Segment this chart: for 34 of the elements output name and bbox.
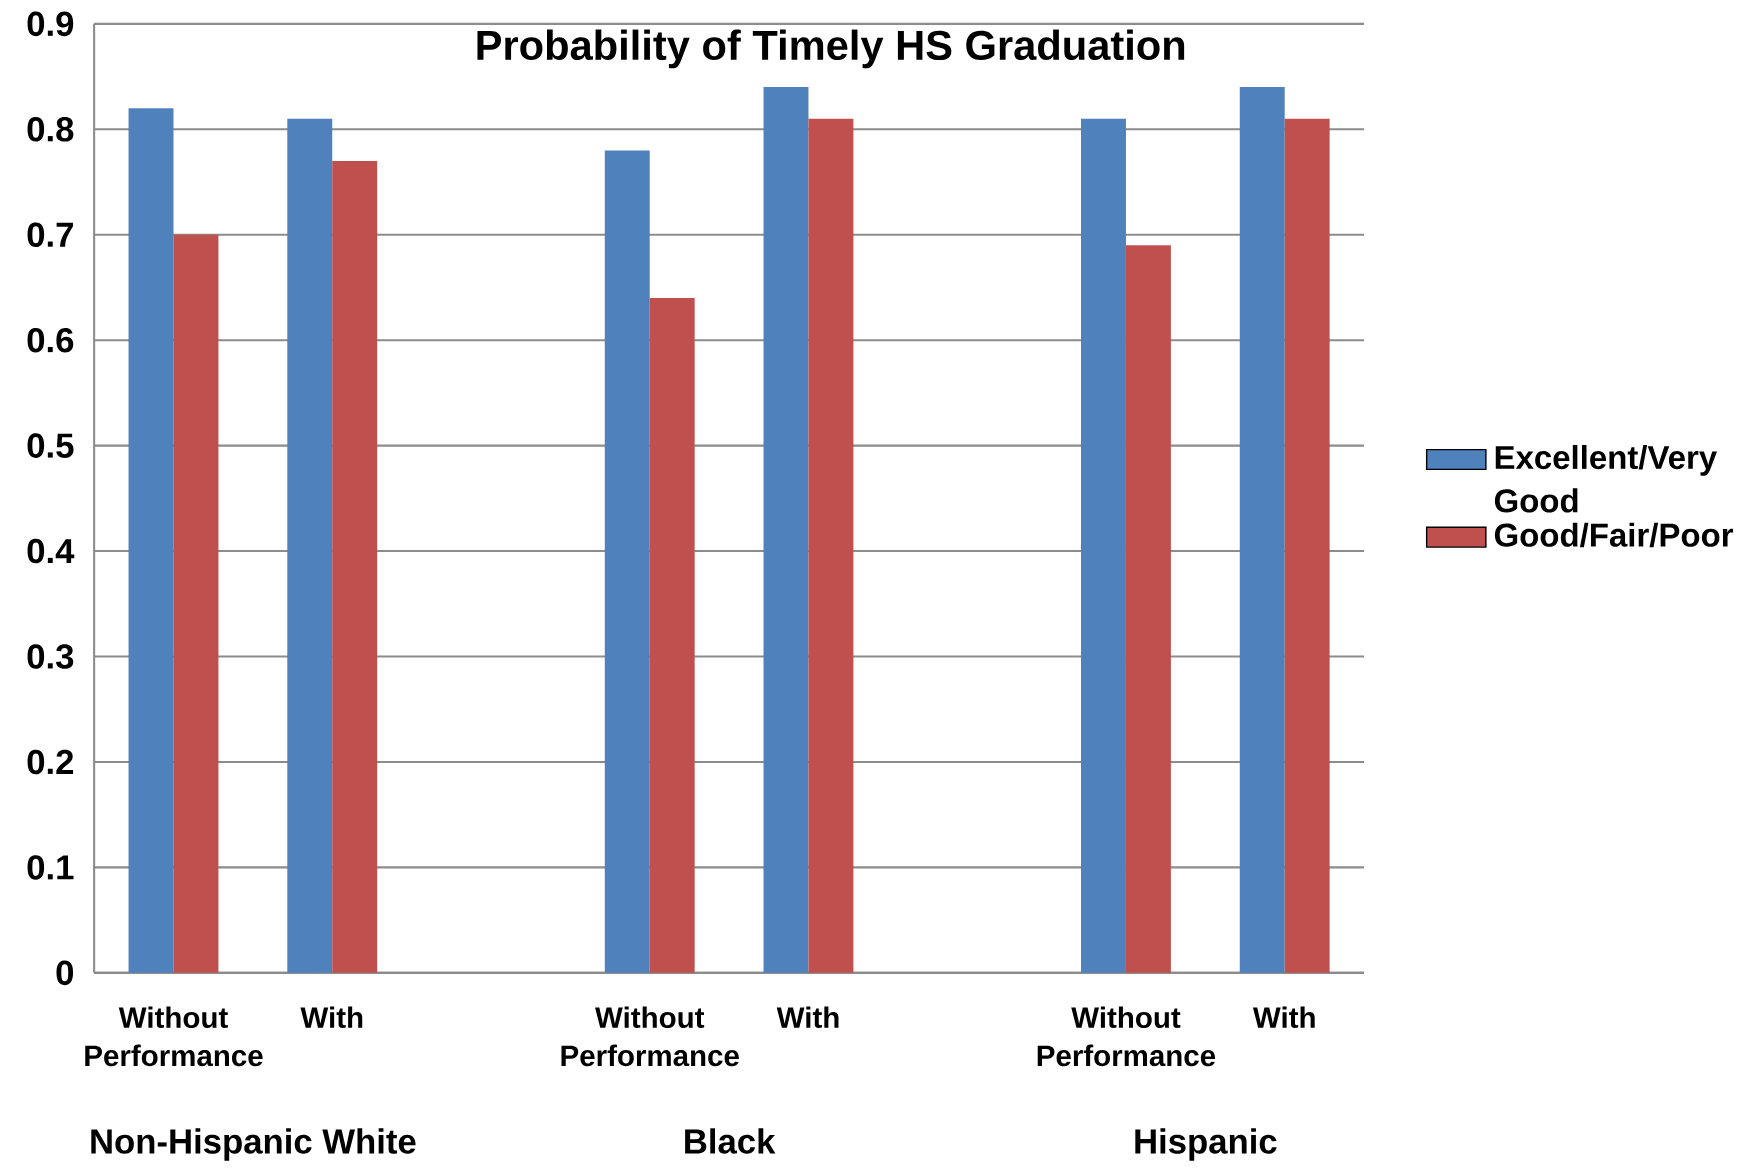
text: Hispanic	[1135, 1128, 1277, 1161]
y-tick-label: 0.4	[27, 538, 75, 564]
y-tick-label: 0.7	[27, 222, 73, 247]
x-tick-label: Without Performance	[85, 1006, 263, 1067]
bar	[287, 118, 333, 973]
x-tick-label: With	[300, 1006, 363, 1028]
legend-label: Excellent/Very Good	[1494, 444, 1718, 513]
bar	[1239, 87, 1285, 973]
x-tick-label: Without Performance	[561, 1006, 739, 1067]
y-tick-label: 0.5	[27, 433, 74, 458]
text: Black	[685, 1128, 776, 1154]
bar	[763, 87, 809, 973]
legend-label: Good/Fair/Poor	[1494, 522, 1734, 548]
y-tick-label: 0.6	[27, 327, 74, 353]
y-tick-label: 0.3	[27, 644, 74, 669]
y-tick-label: 0.8	[27, 116, 74, 142]
bar	[128, 108, 174, 973]
bar	[1125, 245, 1171, 973]
chart-title: Probability of Timely HS Graduation	[477, 29, 1185, 69]
bar	[1081, 118, 1126, 973]
x-tick-label: With	[1252, 1006, 1315, 1028]
y-tick-label: 0.9	[27, 11, 74, 37]
bar	[649, 297, 695, 973]
bar	[604, 150, 650, 973]
x-tick-label: With	[776, 1006, 839, 1028]
y-tick-label: 0.1	[27, 855, 74, 880]
text: Non-Hispanic White	[91, 1128, 416, 1161]
bar	[173, 234, 219, 973]
y-tick-label: 0.2	[27, 749, 74, 775]
x-tick-label: Without Performance	[1037, 1006, 1216, 1067]
y-tick-label: 0	[56, 960, 74, 986]
bar	[332, 160, 378, 973]
bar	[808, 118, 854, 973]
bar	[1284, 118, 1330, 973]
